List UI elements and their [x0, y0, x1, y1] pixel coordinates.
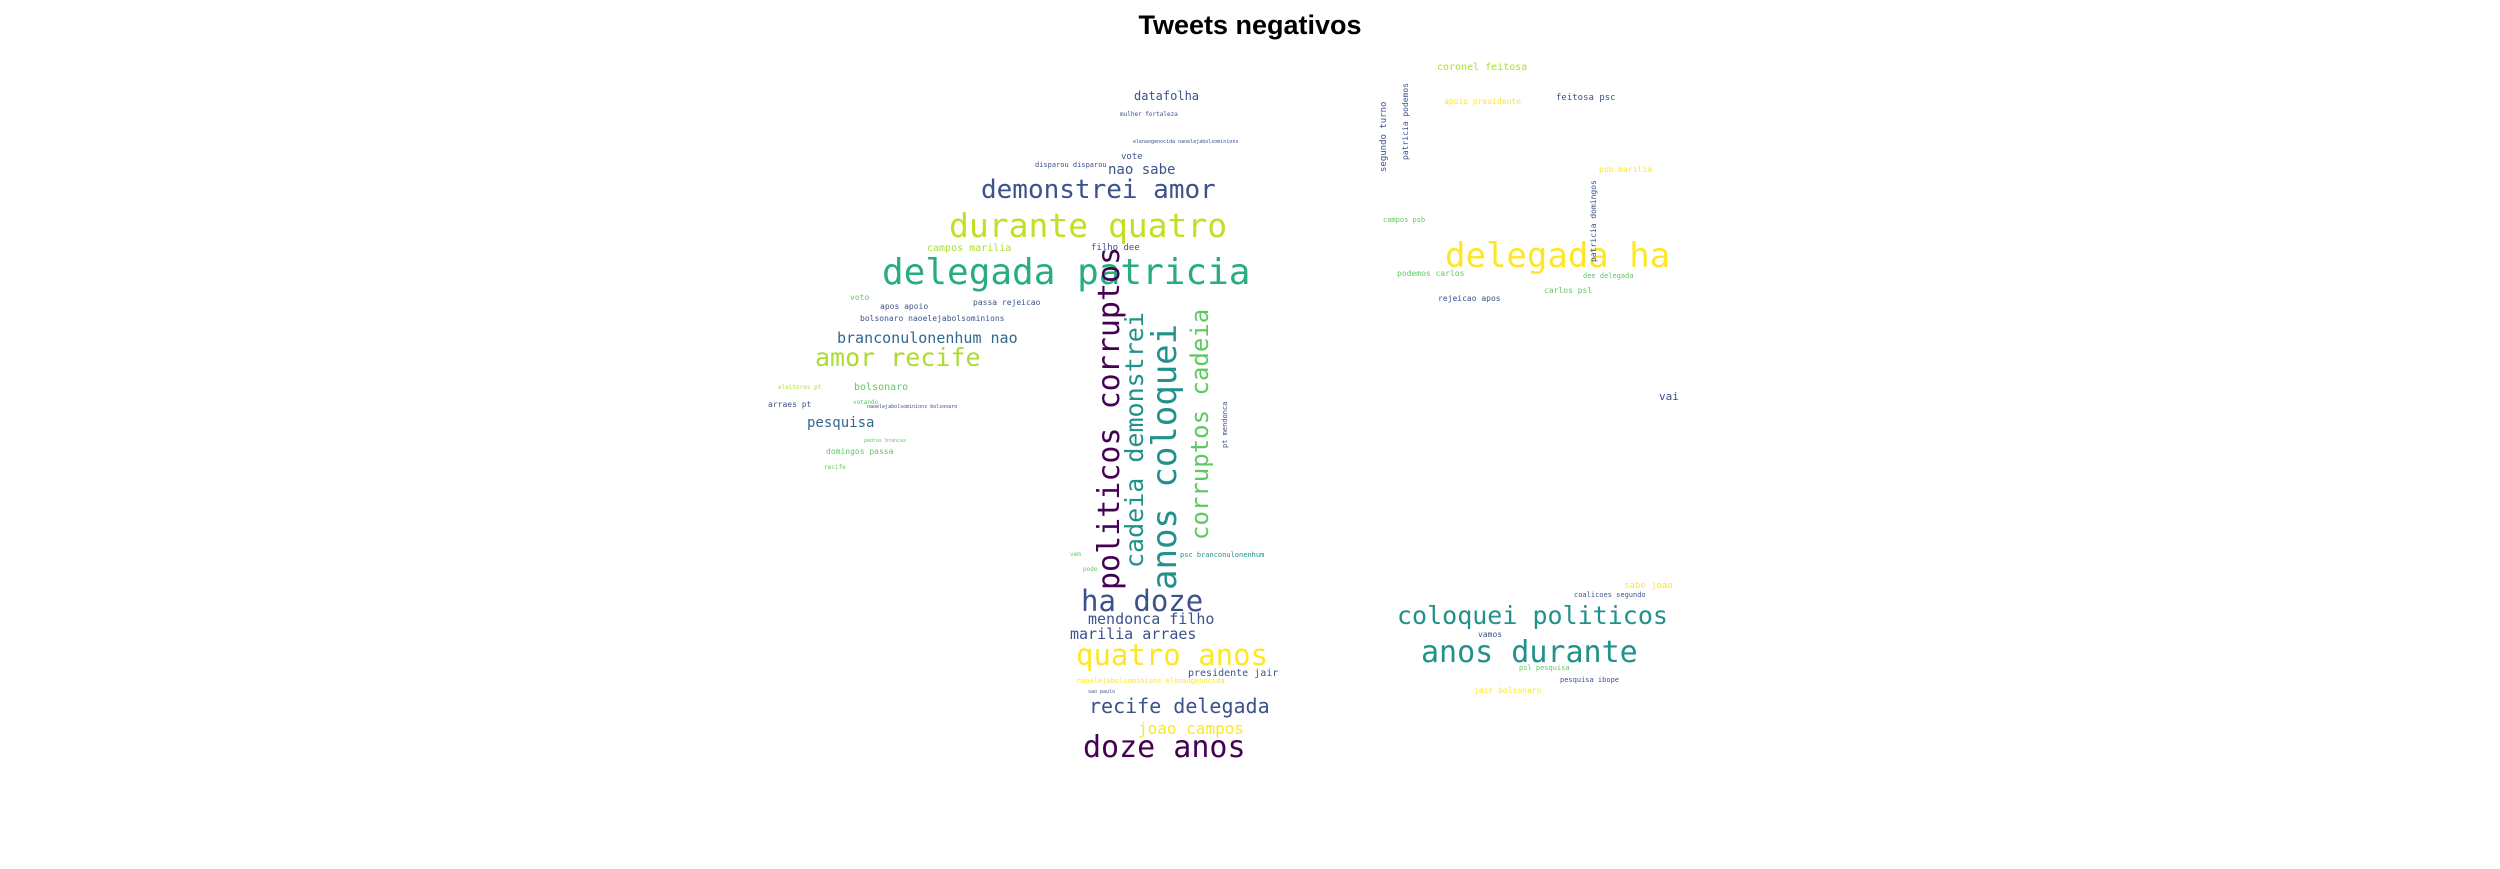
word-elenaogenocida-naoelejabolsominions: elenaogenocida naoelejabolsominions — [1133, 139, 1239, 145]
word-branconulonenhum-nao: branconulonenhum nao — [837, 329, 1018, 347]
word-disparou-disparou: disparou disparou — [1035, 161, 1107, 169]
word-durante-quatro: durante quatro — [949, 206, 1228, 245]
word-vamos: vamos — [1478, 630, 1503, 639]
word-pode: pode — [1083, 566, 1098, 573]
word-doze-anos: doze anos — [1083, 730, 1246, 765]
word-demonstrei-amor: demonstrei amor — [981, 175, 1216, 205]
word-naoelejabolsominions-elenaogenocida: naoelejabolsominions elenaogenocida — [1077, 677, 1225, 685]
word-delegada-ha: delegada ha — [1445, 236, 1671, 276]
word-dee-delegada: dee delegada — [1583, 272, 1634, 280]
word-psc-branconulonenhum: psc branconulonenhum — [1180, 551, 1265, 559]
word-segundo-turno: segundo turno — [1379, 101, 1389, 172]
word-amor-recife: amor recife — [815, 343, 981, 372]
word-sao-paulo: sao paulo — [1088, 689, 1116, 695]
word-corruptos-cadeia: corruptos cadeia — [1186, 308, 1214, 540]
word-apos-apoio: apos apoio — [880, 302, 929, 311]
word-bolsonaro-naoelejabolsominions: bolsonaro naoelejabolsominions — [860, 314, 1005, 323]
word-recife-delegada: recife delegada — [1089, 694, 1270, 718]
word-delegada-patricia: delegada patricia — [882, 252, 1251, 293]
word-mulher-fortaleza: mulher fortaleza — [1120, 111, 1178, 118]
word-datafolha: datafolha — [1134, 89, 1200, 103]
word-eleitores-pt: eleitores pt — [778, 384, 822, 391]
word-patricia-domingos: patricia domingos — [1589, 180, 1598, 262]
word-pt-mendonca: pt mendonca — [1221, 401, 1229, 448]
word-pesquisa: pesquisa — [807, 415, 875, 431]
word-pedras-brancas: pedras brancas — [864, 438, 907, 444]
word-vem: vem — [1070, 551, 1081, 558]
word-coloquei-politicos: coloquei politicos — [1397, 601, 1668, 630]
word-coronel-feitosa: coronel feitosa — [1437, 62, 1528, 73]
word-campos-psb: campos psb — [1383, 216, 1426, 224]
word-filho-dee: filho dee — [1091, 243, 1140, 253]
word-jair-bolsonaro: jair bolsonaro — [1474, 686, 1542, 695]
word-passa-rejeicao: passa rejeicao — [973, 298, 1041, 307]
word-anos-durante: anos durante — [1421, 635, 1638, 670]
word-vai: vai — [1659, 390, 1679, 403]
word-mendonca-filho: mendonca filho — [1088, 610, 1215, 628]
word-podemos-carlos: podemos carlos — [1397, 269, 1465, 278]
word-marilia-arraes: marilia arraes — [1070, 625, 1197, 643]
word-domingos-passa: domingos passa — [826, 447, 894, 456]
word-psl-pesquisa: psl pesquisa — [1519, 664, 1570, 672]
word-bolsonaro: bolsonaro — [854, 382, 909, 393]
chart-title: Tweets negativos — [1138, 10, 1362, 40]
word-quatro-anos: quatro anos — [1076, 638, 1269, 672]
word-presidente-jair: presidente jair — [1188, 668, 1279, 679]
word-pesquisa-ibope: pesquisa ibope — [1560, 676, 1620, 684]
word-psb-marilia: psb marilia — [1599, 165, 1652, 174]
word-naoelejabolsominions-bolsonaro: naoelejabolsominions bolsonaro — [867, 404, 958, 410]
word-votando: votando — [853, 399, 879, 406]
word-campos-marilia: campos marilia — [927, 243, 1012, 254]
word-ha-doze: ha doze — [1081, 584, 1204, 618]
word-sabe-joao: sabe joao — [1624, 581, 1673, 591]
word-joao-campos: joao campos — [1138, 719, 1244, 738]
word-patricia-podemos: patricia podemos — [1401, 82, 1410, 160]
word-carlos-psl: carlos psl — [1544, 286, 1593, 295]
word-feitosa-psc: feitosa psc — [1556, 93, 1616, 103]
word-rejeicao-apos: rejeicao apos — [1438, 294, 1501, 303]
word-voto: voto — [850, 293, 870, 302]
word-cadeia-demonstrei: cadeia demonstrei — [1120, 312, 1149, 568]
word-anos-coloquei: anos coloquei — [1145, 323, 1185, 590]
word-arraes-pt: arraes pt — [768, 400, 812, 409]
word-apoio-presidente: apoio presidente — [1444, 97, 1522, 106]
word-vote: vote — [1121, 152, 1143, 162]
word-recife-small: recife — [824, 464, 846, 471]
word-nao-sabe: nao sabe — [1108, 162, 1176, 178]
word-coalicoes-segundo: coalicoes segundo — [1574, 591, 1646, 599]
